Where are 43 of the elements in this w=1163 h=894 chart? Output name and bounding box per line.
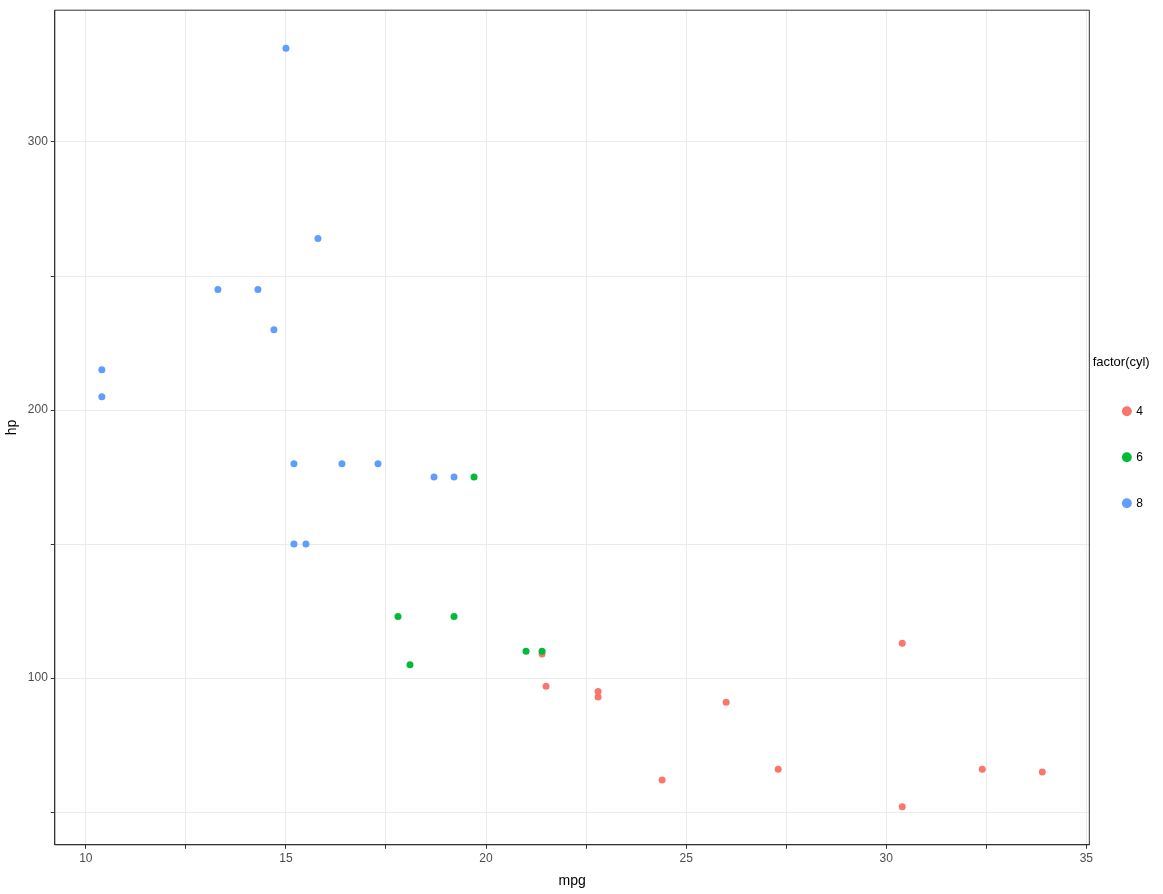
x-tick-label: 15 (279, 851, 293, 866)
legend-title: factor(cyl) (1092, 353, 1150, 369)
point (470, 473, 478, 481)
point (282, 44, 290, 52)
x-tick-label: 10 (79, 851, 93, 866)
point (374, 460, 382, 468)
point (1038, 768, 1046, 776)
point (430, 473, 438, 481)
legend-label: 8 (1136, 495, 1144, 510)
point (338, 460, 346, 468)
x-tick-label: 20 (479, 851, 494, 866)
point (254, 285, 262, 293)
x-tick-label: 30 (879, 851, 894, 866)
point (394, 613, 402, 621)
point (774, 765, 782, 773)
x-axis-title: mpg (558, 872, 586, 889)
point (302, 540, 310, 548)
point (406, 661, 414, 669)
legend-label: 6 (1136, 449, 1144, 464)
point (290, 460, 298, 468)
point (314, 234, 322, 242)
point (214, 285, 222, 293)
legend-label: 4 (1136, 403, 1144, 418)
point (270, 326, 278, 334)
point (542, 682, 550, 690)
point (290, 540, 298, 548)
point (658, 776, 666, 784)
point (450, 613, 458, 621)
y-tick-label: 100 (27, 670, 49, 685)
point (722, 698, 730, 706)
point (450, 473, 458, 481)
point (594, 688, 602, 696)
point (98, 393, 106, 401)
y-tick-label: 200 (27, 402, 49, 417)
y-tick-label: 300 (27, 134, 49, 149)
point (98, 366, 106, 374)
point (978, 765, 986, 773)
y-axis-title: hp (3, 419, 20, 436)
point (898, 803, 906, 811)
x-tick-label: 25 (679, 851, 694, 866)
point (522, 647, 530, 655)
point (898, 639, 906, 647)
x-tick-label: 35 (1079, 851, 1094, 866)
